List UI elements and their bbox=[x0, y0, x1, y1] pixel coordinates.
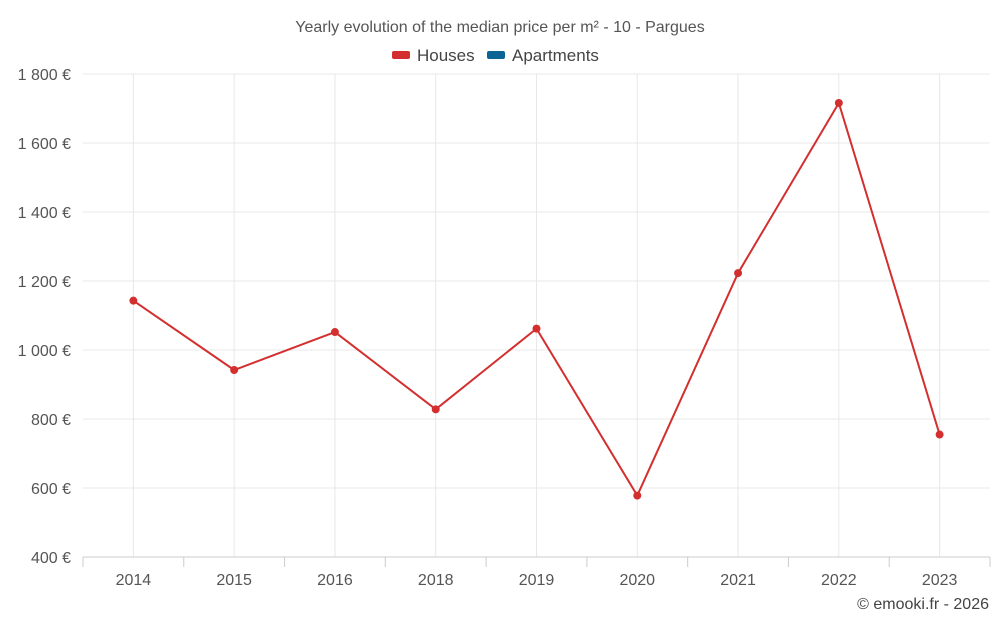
data-point[interactable] bbox=[330, 328, 339, 337]
legend-swatch-apartments bbox=[487, 51, 505, 59]
legend-swatch-houses bbox=[392, 51, 410, 59]
x-tick-label: 2021 bbox=[720, 572, 756, 589]
data-point[interactable] bbox=[532, 324, 541, 333]
y-tick-label: 1 200 € bbox=[18, 274, 71, 291]
x-tick-label: 2019 bbox=[519, 572, 555, 589]
y-tick-label: 600 € bbox=[31, 481, 71, 498]
data-point[interactable] bbox=[633, 491, 642, 500]
x-tick-label: 2015 bbox=[216, 572, 252, 589]
y-axis: 400 € 600 € 800 € 1 000 € 1 200 € 1 400 € 1 60… bbox=[18, 67, 71, 567]
x-tick-label: 2018 bbox=[418, 572, 454, 589]
x-tick-label: 2016 bbox=[317, 572, 353, 589]
legend-label-apartments[interactable]: Apartments bbox=[512, 46, 599, 65]
y-tick-label: 800 € bbox=[31, 412, 71, 429]
y-tick-label: 1 400 € bbox=[18, 205, 71, 222]
chart-title: Yearly evolution of the median price per… bbox=[295, 19, 704, 36]
x-tick-label: 2014 bbox=[116, 572, 152, 589]
legend: Houses Apartments bbox=[392, 46, 599, 65]
x-tick-label: 2020 bbox=[619, 572, 655, 589]
data-point[interactable] bbox=[431, 405, 440, 414]
legend-label-houses[interactable]: Houses bbox=[417, 46, 475, 65]
x-tick-label: 2022 bbox=[821, 572, 857, 589]
x-tick-label: 2023 bbox=[922, 572, 958, 589]
y-tick-label: 1 600 € bbox=[18, 136, 71, 153]
data-point[interactable] bbox=[129, 296, 138, 305]
data-point[interactable] bbox=[734, 269, 743, 278]
data-point[interactable] bbox=[834, 98, 843, 107]
series-houses bbox=[129, 98, 944, 500]
y-tick-label: 1 000 € bbox=[18, 343, 71, 360]
y-tick-label: 1 800 € bbox=[18, 67, 71, 84]
data-point[interactable] bbox=[230, 366, 239, 375]
grid bbox=[83, 73, 990, 557]
x-axis: 2014 2015 2016 2018 2019 2020 2021 2022 2023 bbox=[82, 556, 991, 589]
data-point[interactable] bbox=[935, 430, 944, 439]
y-tick-label: 400 € bbox=[31, 550, 71, 567]
credit-text: © emooki.fr - 2026 bbox=[857, 596, 989, 613]
